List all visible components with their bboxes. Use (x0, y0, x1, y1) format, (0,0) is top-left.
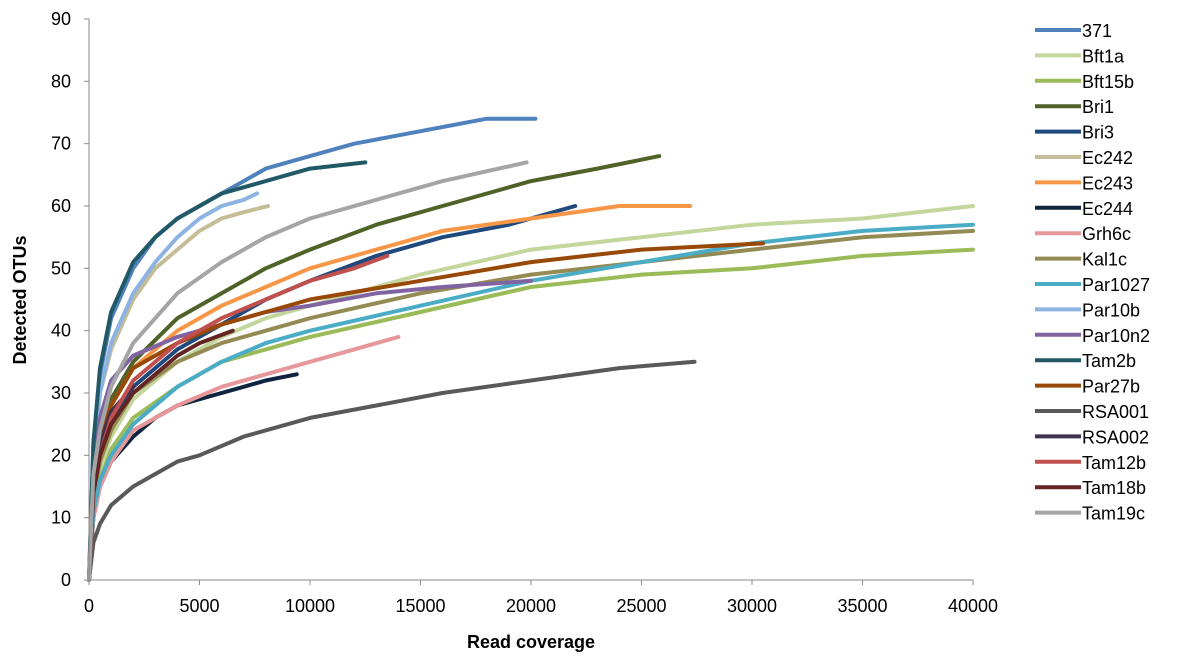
legend-label-Ec243: Ec243 (1082, 173, 1133, 193)
legend-label-Tam12b: Tam12b (1082, 453, 1146, 473)
x-tick-label: 40000 (948, 596, 998, 616)
series-line-Par1027 (87, 222, 975, 582)
legend-label-Tam19c: Tam19c (1082, 504, 1145, 524)
y-tick-label: 20 (51, 445, 71, 465)
legend-label-RSA002: RSA002 (1082, 427, 1149, 447)
legend-label-Par10n2: Par10n2 (1082, 326, 1150, 346)
y-tick-label: 60 (51, 196, 71, 216)
series-line-Tam2b (87, 160, 368, 582)
legend-label-Bri3: Bri3 (1082, 123, 1114, 143)
y-tick-label: 0 (61, 570, 71, 590)
x-tick-label: 5000 (179, 596, 219, 616)
series-lines (87, 116, 975, 582)
x-tick-label: 0 (84, 596, 94, 616)
series-line-Grh6c (87, 334, 401, 582)
series-line-Ec243 (87, 204, 693, 582)
legend: 371 Bft1a Bft15b Bri1 Bri3 Ec242 Ec243 Ec244 Grh… (1035, 21, 1150, 524)
y-tick-label: 50 (51, 258, 71, 278)
legend-label-RSA001: RSA001 (1082, 402, 1149, 422)
legend-label-Grh6c: Grh6c (1082, 224, 1131, 244)
y-tick-label: 40 (51, 321, 71, 341)
x-tick-label: 10000 (285, 596, 335, 616)
series-line-Par10n2 (87, 278, 533, 582)
series-line-Bft15b (87, 247, 975, 582)
x-axis-title: Read coverage (467, 632, 595, 652)
legend-label-Kal1c: Kal1c (1082, 250, 1127, 270)
series-line-Bft1a (87, 204, 975, 582)
series-line-Kal1c (87, 228, 975, 582)
x-ticks: 0 5000 10000 15000 20000 25000 30000 35000 40000 (84, 580, 998, 616)
series-line-Tam19c (87, 160, 529, 582)
legend-label-Par1027: Par1027 (1082, 275, 1150, 295)
y-ticks: 0 10 20 30 40 50 60 70 80 90 (51, 9, 89, 590)
legend-label-Bft15b: Bft15b (1082, 72, 1134, 92)
legend-label-Ec244: Ec244 (1082, 199, 1133, 219)
axes (88, 19, 973, 581)
x-tick-label: 20000 (506, 596, 556, 616)
y-tick-label: 10 (51, 508, 71, 528)
legend-label-371: 371 (1082, 21, 1112, 41)
legend-label-Tam18b: Tam18b (1082, 478, 1146, 498)
x-tick-label: 15000 (395, 596, 445, 616)
legend-label-Ec242: Ec242 (1082, 148, 1133, 168)
legend-label-Tam2b: Tam2b (1082, 351, 1136, 371)
legend-label-Bri1: Bri1 (1082, 97, 1114, 117)
series-line-Tam18b (87, 328, 235, 582)
legend-label-Bft1a: Bft1a (1082, 46, 1125, 66)
x-tick-label: 35000 (837, 596, 887, 616)
legend-label-Par27b: Par27b (1082, 377, 1140, 397)
legend-label-Par10b: Par10b (1082, 300, 1140, 320)
y-axis-title: Detected OTUs (10, 235, 30, 364)
x-tick-label: 30000 (727, 596, 777, 616)
series-line-RSA001 (87, 359, 697, 582)
y-tick-label: 90 (51, 9, 71, 29)
x-tick-label: 25000 (616, 596, 666, 616)
y-tick-label: 80 (51, 71, 71, 91)
y-tick-label: 30 (51, 383, 71, 403)
y-tick-label: 70 (51, 134, 71, 154)
